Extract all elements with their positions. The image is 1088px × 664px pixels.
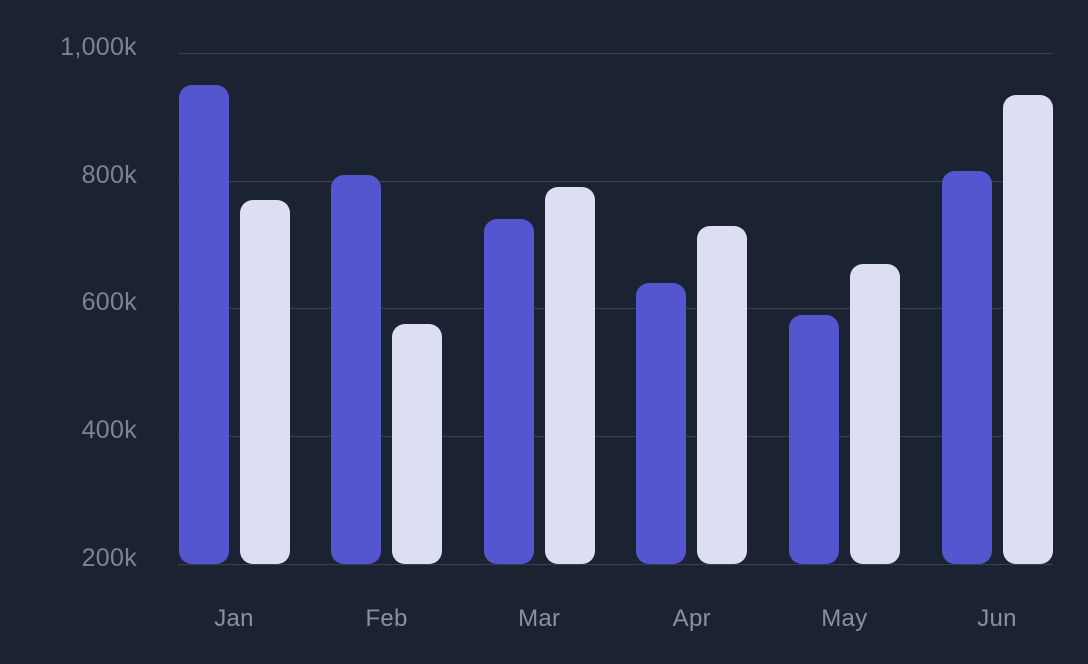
bar-jan-series1[interactable] — [178, 85, 229, 564]
x-tick-label: Apr — [672, 605, 711, 632]
bar-feb-series1[interactable] — [331, 174, 382, 564]
y-tick-label: 200k — [81, 543, 137, 572]
bar-jan-series2[interactable] — [239, 200, 290, 564]
bar-jun-series1[interactable] — [941, 171, 992, 564]
x-tick-label: Feb — [365, 605, 408, 632]
bar-jun-series2[interactable] — [1002, 94, 1053, 564]
y-tick-label: 600k — [81, 288, 137, 317]
bar-may-series1[interactable] — [788, 314, 839, 564]
x-tick-label: May — [821, 605, 868, 632]
bar-feb-series2[interactable] — [392, 324, 443, 564]
gridline — [178, 180, 1053, 182]
gridline — [178, 435, 1053, 437]
gridline — [178, 53, 1053, 55]
gridline — [178, 308, 1053, 310]
bar-mar-series2[interactable] — [544, 187, 595, 564]
bar-apr-series2[interactable] — [697, 225, 748, 564]
y-tick-label: 800k — [81, 160, 137, 189]
bar-apr-series1[interactable] — [636, 282, 687, 564]
bar-mar-series1[interactable] — [483, 219, 534, 564]
x-tick-label: Jan — [214, 605, 254, 632]
y-tick-label: 400k — [81, 415, 137, 444]
x-tick-label: Mar — [518, 605, 561, 632]
bar-may-series2[interactable] — [849, 263, 900, 564]
x-tick-label: Jun — [977, 605, 1017, 632]
y-tick-label: 1,000k — [60, 33, 137, 62]
gridline — [178, 563, 1053, 565]
